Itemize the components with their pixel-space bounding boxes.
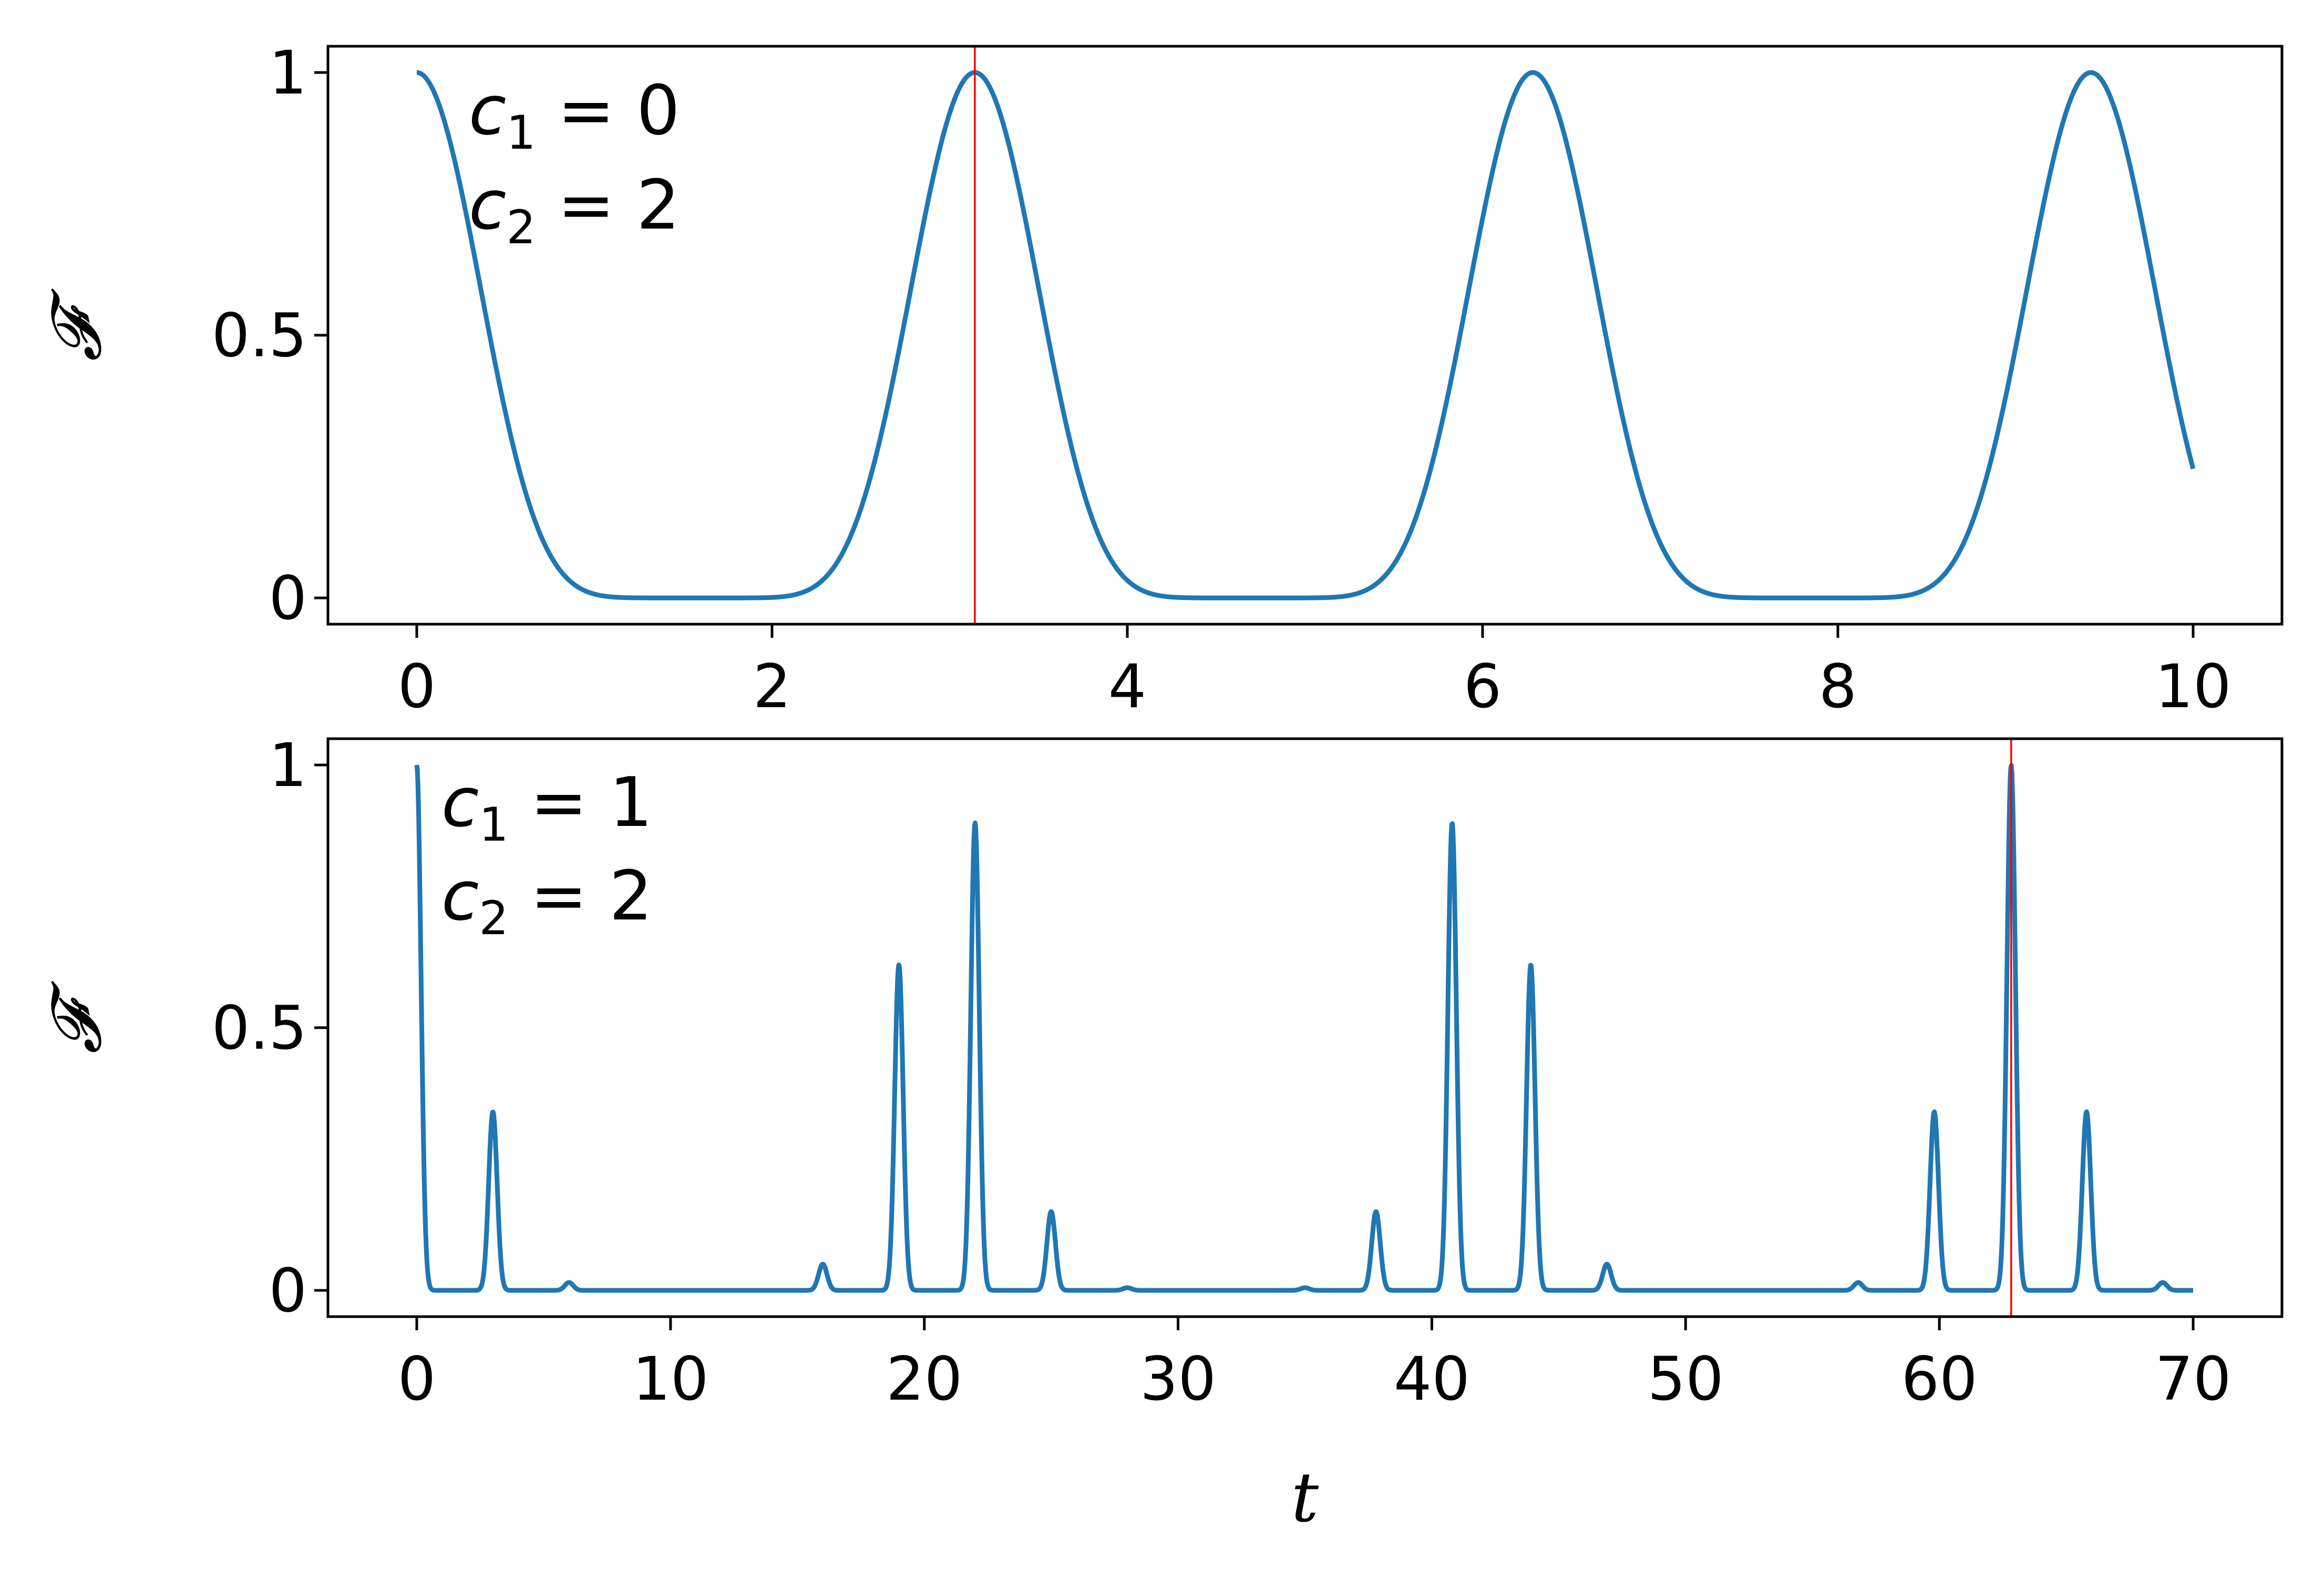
bottom-plot-area	[414, 739, 2195, 1317]
bottom-y-ticks: 00.51	[212, 730, 328, 1326]
top-annotation-c1-rest: = 0	[536, 70, 680, 150]
bottom-annotation-c1: c1 = 1	[441, 762, 653, 852]
bottom-annotation-c2-sub: 2	[479, 891, 508, 945]
top-annotation-c2: c2 = 2	[469, 165, 680, 254]
top-x-ticks: 0 2 4 6 8 10	[398, 624, 2232, 721]
bottom-x-ticks: 0 10 20 30 40 50 60 70	[398, 1317, 2232, 1414]
top-annotation-c2-sub: 2	[506, 200, 536, 254]
top-xtick-label: 8	[1819, 651, 1857, 721]
top-series-0-line	[415, 70, 2196, 601]
top-annotation-c1-var: c	[469, 70, 506, 150]
top-annotation-c1: c1 = 0	[469, 70, 680, 160]
top-plot-area	[415, 46, 2196, 624]
bottom-xtick-label: 20	[886, 1344, 962, 1414]
bottom-annotation-c1-rest: = 1	[508, 762, 652, 842]
top-annotation-c1-sub: 1	[506, 106, 536, 160]
bottom-xtick-label: 60	[1901, 1344, 1978, 1414]
bottom-xtick-label: 10	[632, 1344, 708, 1414]
bottom-xtick-label: 70	[2155, 1344, 2231, 1414]
bottom-annotation-c2: c2 = 2	[441, 856, 653, 945]
top-panel: 0 2 4 6 8 10 00.51 𝓕 c1 = 0 c2 = 2	[36, 38, 2284, 721]
top-annotation-c2-rest: = 2	[536, 165, 680, 245]
bottom-x-axis-label: t	[1291, 1457, 1319, 1537]
bottom-xtick-label: 0	[398, 1344, 436, 1414]
top-ytick-label: 0	[269, 563, 307, 633]
top-xtick-label: 2	[753, 651, 791, 721]
bottom-ytick-label: 0	[269, 1256, 307, 1326]
bottom-xtick-label: 30	[1140, 1344, 1216, 1414]
top-ytick-label: 0.5	[212, 301, 307, 370]
top-xtick-label: 0	[398, 651, 436, 721]
bottom-annotation-c1-sub: 1	[479, 798, 508, 852]
bottom-annotation-c2-var: c	[441, 856, 479, 936]
top-xtick-label: 6	[1464, 651, 1502, 721]
bottom-annotation-c1-var: c	[441, 762, 479, 842]
bottom-panel: 0 10 20 30 40 50 60 70 00.51 𝓕 t c1 = 1 c2 = 2	[36, 730, 2284, 1537]
top-annotation-c2-var: c	[469, 165, 506, 245]
bottom-xtick-label: 40	[1394, 1344, 1470, 1414]
top-y-ticks: 00.51	[212, 38, 328, 633]
bottom-ytick-label: 0.5	[212, 993, 307, 1063]
bottom-xtick-label: 50	[1648, 1344, 1724, 1414]
top-ytick-label: 1	[269, 38, 307, 108]
bottom-annotation-c2-rest: = 2	[508, 856, 652, 936]
bottom-series-0-line	[414, 763, 2195, 1293]
bottom-ytick-label: 1	[269, 730, 307, 800]
top-xtick-label: 10	[2155, 651, 2231, 721]
top-xtick-label: 4	[1108, 651, 1147, 721]
